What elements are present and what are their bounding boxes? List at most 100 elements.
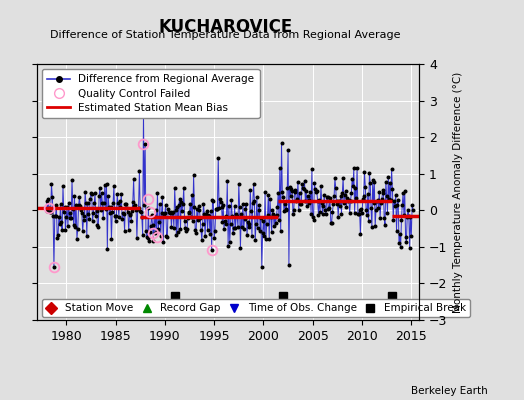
Point	[193, 206, 201, 213]
Point	[318, 200, 326, 207]
Point	[406, 214, 414, 220]
Point	[296, 190, 304, 196]
Point	[245, 224, 254, 230]
Point	[294, 207, 303, 214]
Point	[312, 188, 320, 195]
Point	[261, 236, 270, 242]
Point	[128, 199, 137, 206]
Point	[343, 194, 352, 201]
Point	[151, 230, 159, 236]
Point	[158, 194, 167, 200]
Point	[212, 206, 221, 212]
Point	[94, 224, 103, 230]
Point	[235, 204, 244, 210]
Point	[159, 238, 167, 245]
Point	[374, 205, 383, 211]
Point	[80, 212, 89, 219]
Point	[180, 184, 188, 191]
Point	[264, 212, 272, 218]
Point	[119, 210, 127, 217]
Point	[332, 185, 340, 191]
Point	[50, 212, 59, 219]
Point	[133, 235, 141, 241]
Point	[303, 203, 311, 209]
Point	[224, 242, 232, 249]
Point	[314, 212, 323, 218]
Point	[58, 227, 67, 233]
Point	[380, 215, 388, 222]
Point	[292, 198, 300, 205]
Point	[245, 221, 253, 227]
Point	[132, 206, 140, 213]
Point	[77, 207, 85, 214]
Point	[214, 154, 222, 161]
Point	[283, 185, 291, 191]
Point	[222, 221, 230, 228]
Point	[81, 189, 90, 196]
Point	[66, 214, 74, 221]
Point	[60, 204, 69, 211]
Point	[139, 108, 148, 115]
Point	[209, 198, 217, 204]
Point	[102, 181, 111, 188]
Point	[288, 188, 297, 195]
Point	[187, 214, 195, 220]
Point	[157, 232, 165, 239]
Point	[64, 200, 73, 206]
Point	[161, 210, 169, 216]
Point	[86, 196, 94, 202]
Point	[146, 229, 154, 235]
Point	[183, 215, 192, 221]
Point	[387, 197, 395, 203]
Point	[286, 193, 294, 200]
Point	[371, 222, 379, 229]
Point	[267, 214, 275, 220]
Point	[235, 181, 243, 187]
Point	[387, 166, 396, 173]
Point	[171, 206, 180, 213]
Point	[242, 200, 250, 207]
Point	[330, 193, 339, 200]
Point	[112, 218, 120, 224]
Point	[325, 205, 333, 212]
Point	[51, 212, 60, 219]
Point	[252, 221, 260, 228]
Point	[400, 188, 409, 194]
Point	[303, 193, 312, 199]
Point	[206, 231, 214, 238]
Point	[388, 186, 397, 192]
Point	[186, 201, 194, 207]
Point	[373, 198, 381, 204]
Point	[216, 199, 225, 206]
Point	[232, 210, 241, 217]
Point	[272, 212, 281, 218]
Point	[248, 233, 256, 240]
Point	[98, 200, 106, 206]
Point	[228, 213, 236, 219]
Point	[218, 218, 226, 225]
Point	[287, 186, 296, 192]
Point	[42, 198, 51, 204]
Point	[212, 206, 220, 212]
Point	[266, 196, 274, 202]
Legend: Station Move, Record Gap, Time of Obs. Change, Empirical Break: Station Move, Record Gap, Time of Obs. C…	[42, 299, 470, 317]
Point	[247, 208, 255, 214]
Point	[403, 214, 411, 220]
Point	[298, 181, 306, 188]
Point	[115, 197, 124, 204]
Point	[336, 193, 345, 199]
Point	[109, 200, 117, 206]
Point	[294, 178, 302, 185]
Point	[70, 193, 79, 199]
Point	[354, 210, 362, 217]
Point	[263, 220, 271, 227]
Point	[210, 235, 219, 241]
Point	[308, 166, 316, 172]
Point	[203, 208, 211, 214]
Point	[225, 203, 233, 210]
Point	[352, 195, 361, 202]
Point	[358, 196, 367, 202]
Point	[181, 225, 190, 232]
Point	[92, 213, 100, 219]
Point	[300, 186, 308, 192]
